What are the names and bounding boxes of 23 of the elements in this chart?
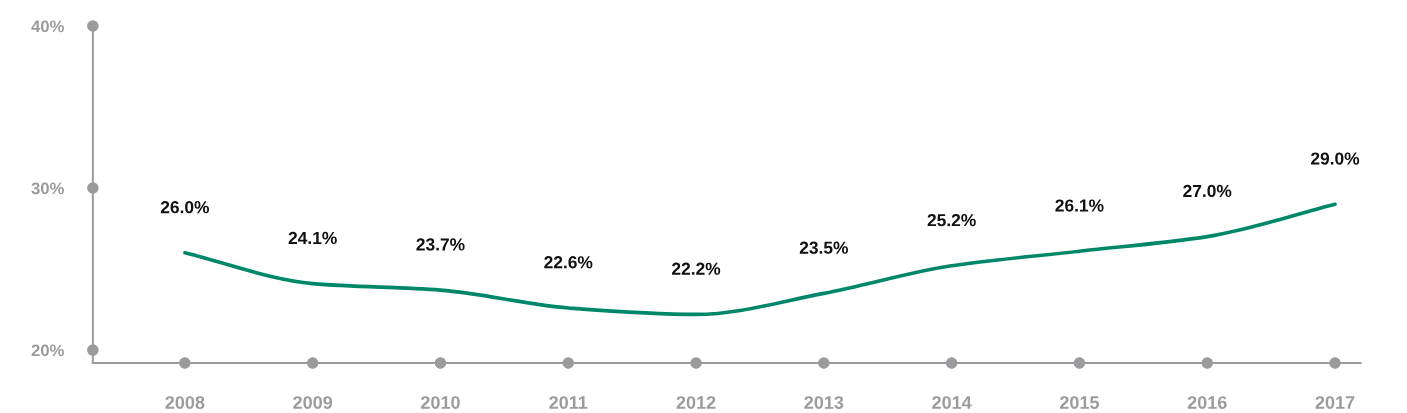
y-tick-label: 20% [31,344,64,357]
data-label: 26.1% [1055,199,1104,212]
data-label: 26.0% [160,201,210,214]
data-label: 22.6% [544,256,593,269]
x-tick-label: 2013 [804,396,844,409]
x-tick-label: 2008 [165,396,205,409]
y-tick-label: 30% [31,182,64,195]
x-tick-label: 2012 [676,396,716,409]
data-label: 29.0% [1311,152,1360,165]
y-tick-label: 40% [31,20,64,33]
data-label: 24.1% [288,231,337,245]
data-label: 23.5% [799,241,848,254]
data-label: 27.0% [1183,184,1232,198]
x-tick-label: 2010 [421,396,460,409]
x-tick-label: 2015 [1059,396,1100,409]
x-tick-label: 2017 [1315,396,1355,409]
x-tick-label: 2011 [549,396,588,409]
x-tick-label: 2014 [932,396,972,409]
data-label: 25.2% [927,213,976,227]
data-label: 22.2% [672,262,721,275]
data-label: 23.7% [416,238,465,251]
x-tick-label: 2016 [1187,396,1227,409]
x-tick-label: 2009 [293,396,333,409]
